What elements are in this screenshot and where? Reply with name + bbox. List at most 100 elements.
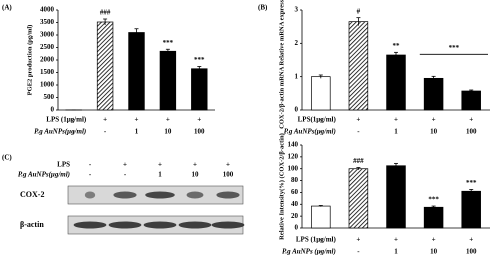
bar bbox=[423, 77, 444, 111]
row-value: - bbox=[357, 248, 360, 256]
y-axis-label: Relative Intensity(%) (COX-2/β-actin) bbox=[278, 133, 285, 240]
row-value: - bbox=[73, 116, 76, 124]
row-value: + bbox=[356, 116, 360, 124]
blot-band bbox=[113, 191, 137, 199]
bar bbox=[461, 90, 481, 111]
bar bbox=[159, 50, 177, 111]
row-value: 10 bbox=[430, 248, 438, 256]
y-tick-label: 500 bbox=[44, 93, 55, 101]
panel-label: (C) bbox=[2, 154, 12, 162]
blot-header-value: + bbox=[193, 161, 197, 169]
y-tick-label: 20 bbox=[291, 212, 299, 220]
row-value: - bbox=[320, 128, 323, 136]
y-tick-label: 2 bbox=[295, 39, 299, 47]
bar bbox=[348, 21, 369, 111]
row-label: LPS(1μg/ml) bbox=[298, 116, 337, 124]
blot-band bbox=[186, 191, 204, 199]
annotation: *** bbox=[466, 179, 477, 187]
y-tick-label: 80 bbox=[291, 176, 299, 184]
row-value: - bbox=[73, 128, 76, 136]
row-value: + bbox=[166, 116, 170, 124]
y-tick-label: 1500 bbox=[40, 68, 55, 76]
annotation: ### bbox=[353, 157, 364, 165]
row-value: - bbox=[104, 128, 107, 136]
y-tick-label: 40 bbox=[291, 200, 299, 208]
row-value: 100 bbox=[466, 128, 477, 136]
row-value: 1 bbox=[135, 128, 139, 136]
row-value: + bbox=[197, 116, 201, 124]
blot-row-label: β-actin bbox=[20, 220, 44, 229]
row-value: - bbox=[320, 248, 323, 256]
y-tick-label: 100 bbox=[288, 164, 299, 172]
bar bbox=[386, 54, 406, 111]
y-tick-label: 60 bbox=[291, 188, 299, 196]
y-tick-label: 1 bbox=[295, 72, 299, 80]
blot-band bbox=[84, 191, 96, 199]
row-value: + bbox=[432, 236, 436, 244]
row-value: + bbox=[394, 236, 398, 244]
row-value: 100 bbox=[194, 128, 205, 136]
blot-header-label: P.g AuNPs(μg/ml) bbox=[18, 171, 70, 179]
row-value: + bbox=[103, 116, 107, 124]
annotation: ### bbox=[100, 9, 111, 17]
blot-header-value: + bbox=[226, 161, 230, 169]
row-value: + bbox=[356, 236, 360, 244]
annotation: ** bbox=[393, 42, 401, 50]
y-tick-label: 0 bbox=[51, 106, 55, 114]
row-value: 1 bbox=[394, 128, 398, 136]
row-label: P.g AuNPs(μg/ml) bbox=[34, 128, 86, 136]
y-tick-label: 3 bbox=[295, 6, 299, 14]
blot-band bbox=[178, 221, 212, 229]
y-tick-label: 4000 bbox=[40, 6, 55, 14]
blot-band bbox=[145, 191, 175, 199]
y-axis-label: COX-2/β-actin mRNA Relative mRNA express… bbox=[278, 0, 285, 129]
blot-band bbox=[211, 221, 245, 229]
bar bbox=[128, 32, 145, 111]
y-tick-label: 0 bbox=[295, 106, 299, 114]
y-tick-label: 3500 bbox=[40, 18, 55, 26]
blot-header-value: 1 bbox=[158, 171, 162, 179]
row-value: + bbox=[394, 116, 398, 124]
row-value: + bbox=[469, 116, 473, 124]
bar bbox=[96, 21, 114, 111]
row-value: 100 bbox=[466, 248, 477, 256]
blot-header-value: - bbox=[89, 161, 92, 169]
row-label: LPS (1μg/ml) bbox=[46, 116, 87, 124]
blot-header-label: LPS bbox=[57, 161, 70, 169]
row-label: P.g AuNPs (μg/ml) bbox=[282, 248, 336, 256]
row-label: LPS (1μg/ml) bbox=[296, 236, 337, 244]
annotation: *** bbox=[428, 196, 439, 204]
bar bbox=[311, 76, 331, 111]
row-value: + bbox=[135, 116, 139, 124]
blot-header-value: 100 bbox=[223, 171, 234, 179]
bar bbox=[423, 206, 444, 229]
y-tick-label: 2500 bbox=[40, 43, 55, 51]
blot-header-value: - bbox=[124, 171, 127, 179]
row-value: 1 bbox=[394, 248, 398, 256]
bar bbox=[461, 190, 481, 229]
y-tick-label: 2000 bbox=[40, 56, 55, 64]
blot-header-value: + bbox=[158, 161, 162, 169]
bar bbox=[348, 168, 369, 229]
y-tick-label: 1000 bbox=[40, 81, 55, 89]
bar bbox=[191, 68, 208, 111]
y-tick-label: 3000 bbox=[40, 31, 55, 39]
panel-label: (B) bbox=[258, 4, 268, 12]
annotation: *** bbox=[163, 39, 174, 47]
y-axis-label: PGE2 production (pg/ml) bbox=[26, 25, 33, 96]
blot-band bbox=[73, 221, 107, 229]
row-label: P.g AuNPs(μg/ml) bbox=[284, 128, 336, 136]
annotation: *** bbox=[194, 56, 205, 64]
panel-label: (A) bbox=[2, 4, 12, 12]
row-value: 10 bbox=[164, 128, 172, 136]
bar bbox=[311, 205, 331, 229]
blot-header-value: + bbox=[123, 161, 127, 169]
row-value: 10 bbox=[430, 128, 438, 136]
y-tick-label: 0 bbox=[295, 224, 299, 232]
row-value: - bbox=[357, 128, 360, 136]
blot-header-value: 10 bbox=[192, 171, 200, 179]
annotation: *** bbox=[449, 44, 460, 52]
row-value: - bbox=[320, 116, 323, 124]
y-tick-label: 120 bbox=[288, 152, 299, 160]
bar bbox=[386, 165, 406, 229]
